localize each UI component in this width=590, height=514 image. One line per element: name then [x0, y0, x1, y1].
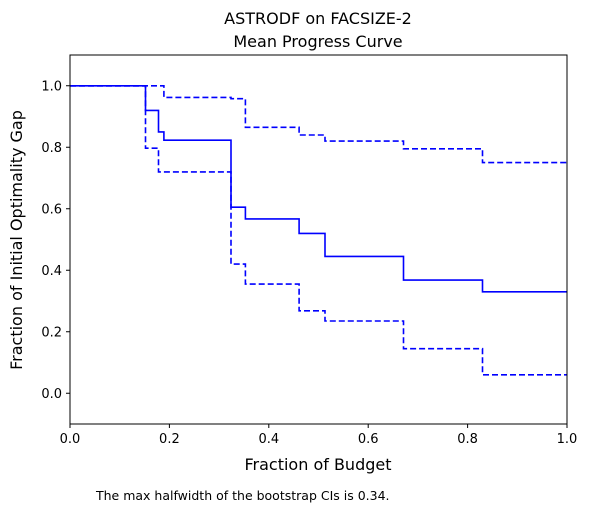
- ci-bound-line-2: [70, 85, 567, 376]
- y-tick-label: 0.6: [41, 202, 62, 217]
- ci-bound-line-1: [70, 85, 567, 164]
- y-axis-label: Fraction of Initial Optimality Gap: [7, 110, 26, 370]
- y-tick-label: 1.0: [41, 79, 62, 94]
- x-tick-label: 1.0: [557, 432, 578, 447]
- x-tick-label: 0.2: [159, 432, 180, 447]
- x-tick-label: 0.6: [358, 432, 379, 447]
- y-tick-label: 0.0: [41, 387, 62, 402]
- y-tick-label: 0.4: [41, 264, 62, 279]
- mean-progress-line: [70, 85, 567, 293]
- y-axis: 0.0 0.2 0.4 0.6 0.8 1.0: [41, 79, 70, 402]
- x-tick-label: 0.4: [258, 432, 279, 447]
- x-tick-label: 0.0: [60, 432, 81, 447]
- y-tick-label: 0.8: [41, 141, 62, 156]
- ci-halfwidth-note: The max halfwidth of the bootstrap CIs i…: [96, 488, 390, 503]
- y-tick-label: 0.2: [41, 325, 62, 340]
- x-axis: 0.0 0.2 0.4 0.6 0.8 1.0: [60, 424, 578, 447]
- x-axis-label: Fraction of Budget: [244, 455, 391, 474]
- x-tick-label: 0.8: [457, 432, 478, 447]
- series-layer: [70, 85, 567, 376]
- plot-frame: [69, 54, 568, 425]
- chart-title-line2: Mean Progress Curve: [233, 32, 402, 51]
- chart-title-line1: ASTRODF on FACSIZE-2: [224, 9, 412, 28]
